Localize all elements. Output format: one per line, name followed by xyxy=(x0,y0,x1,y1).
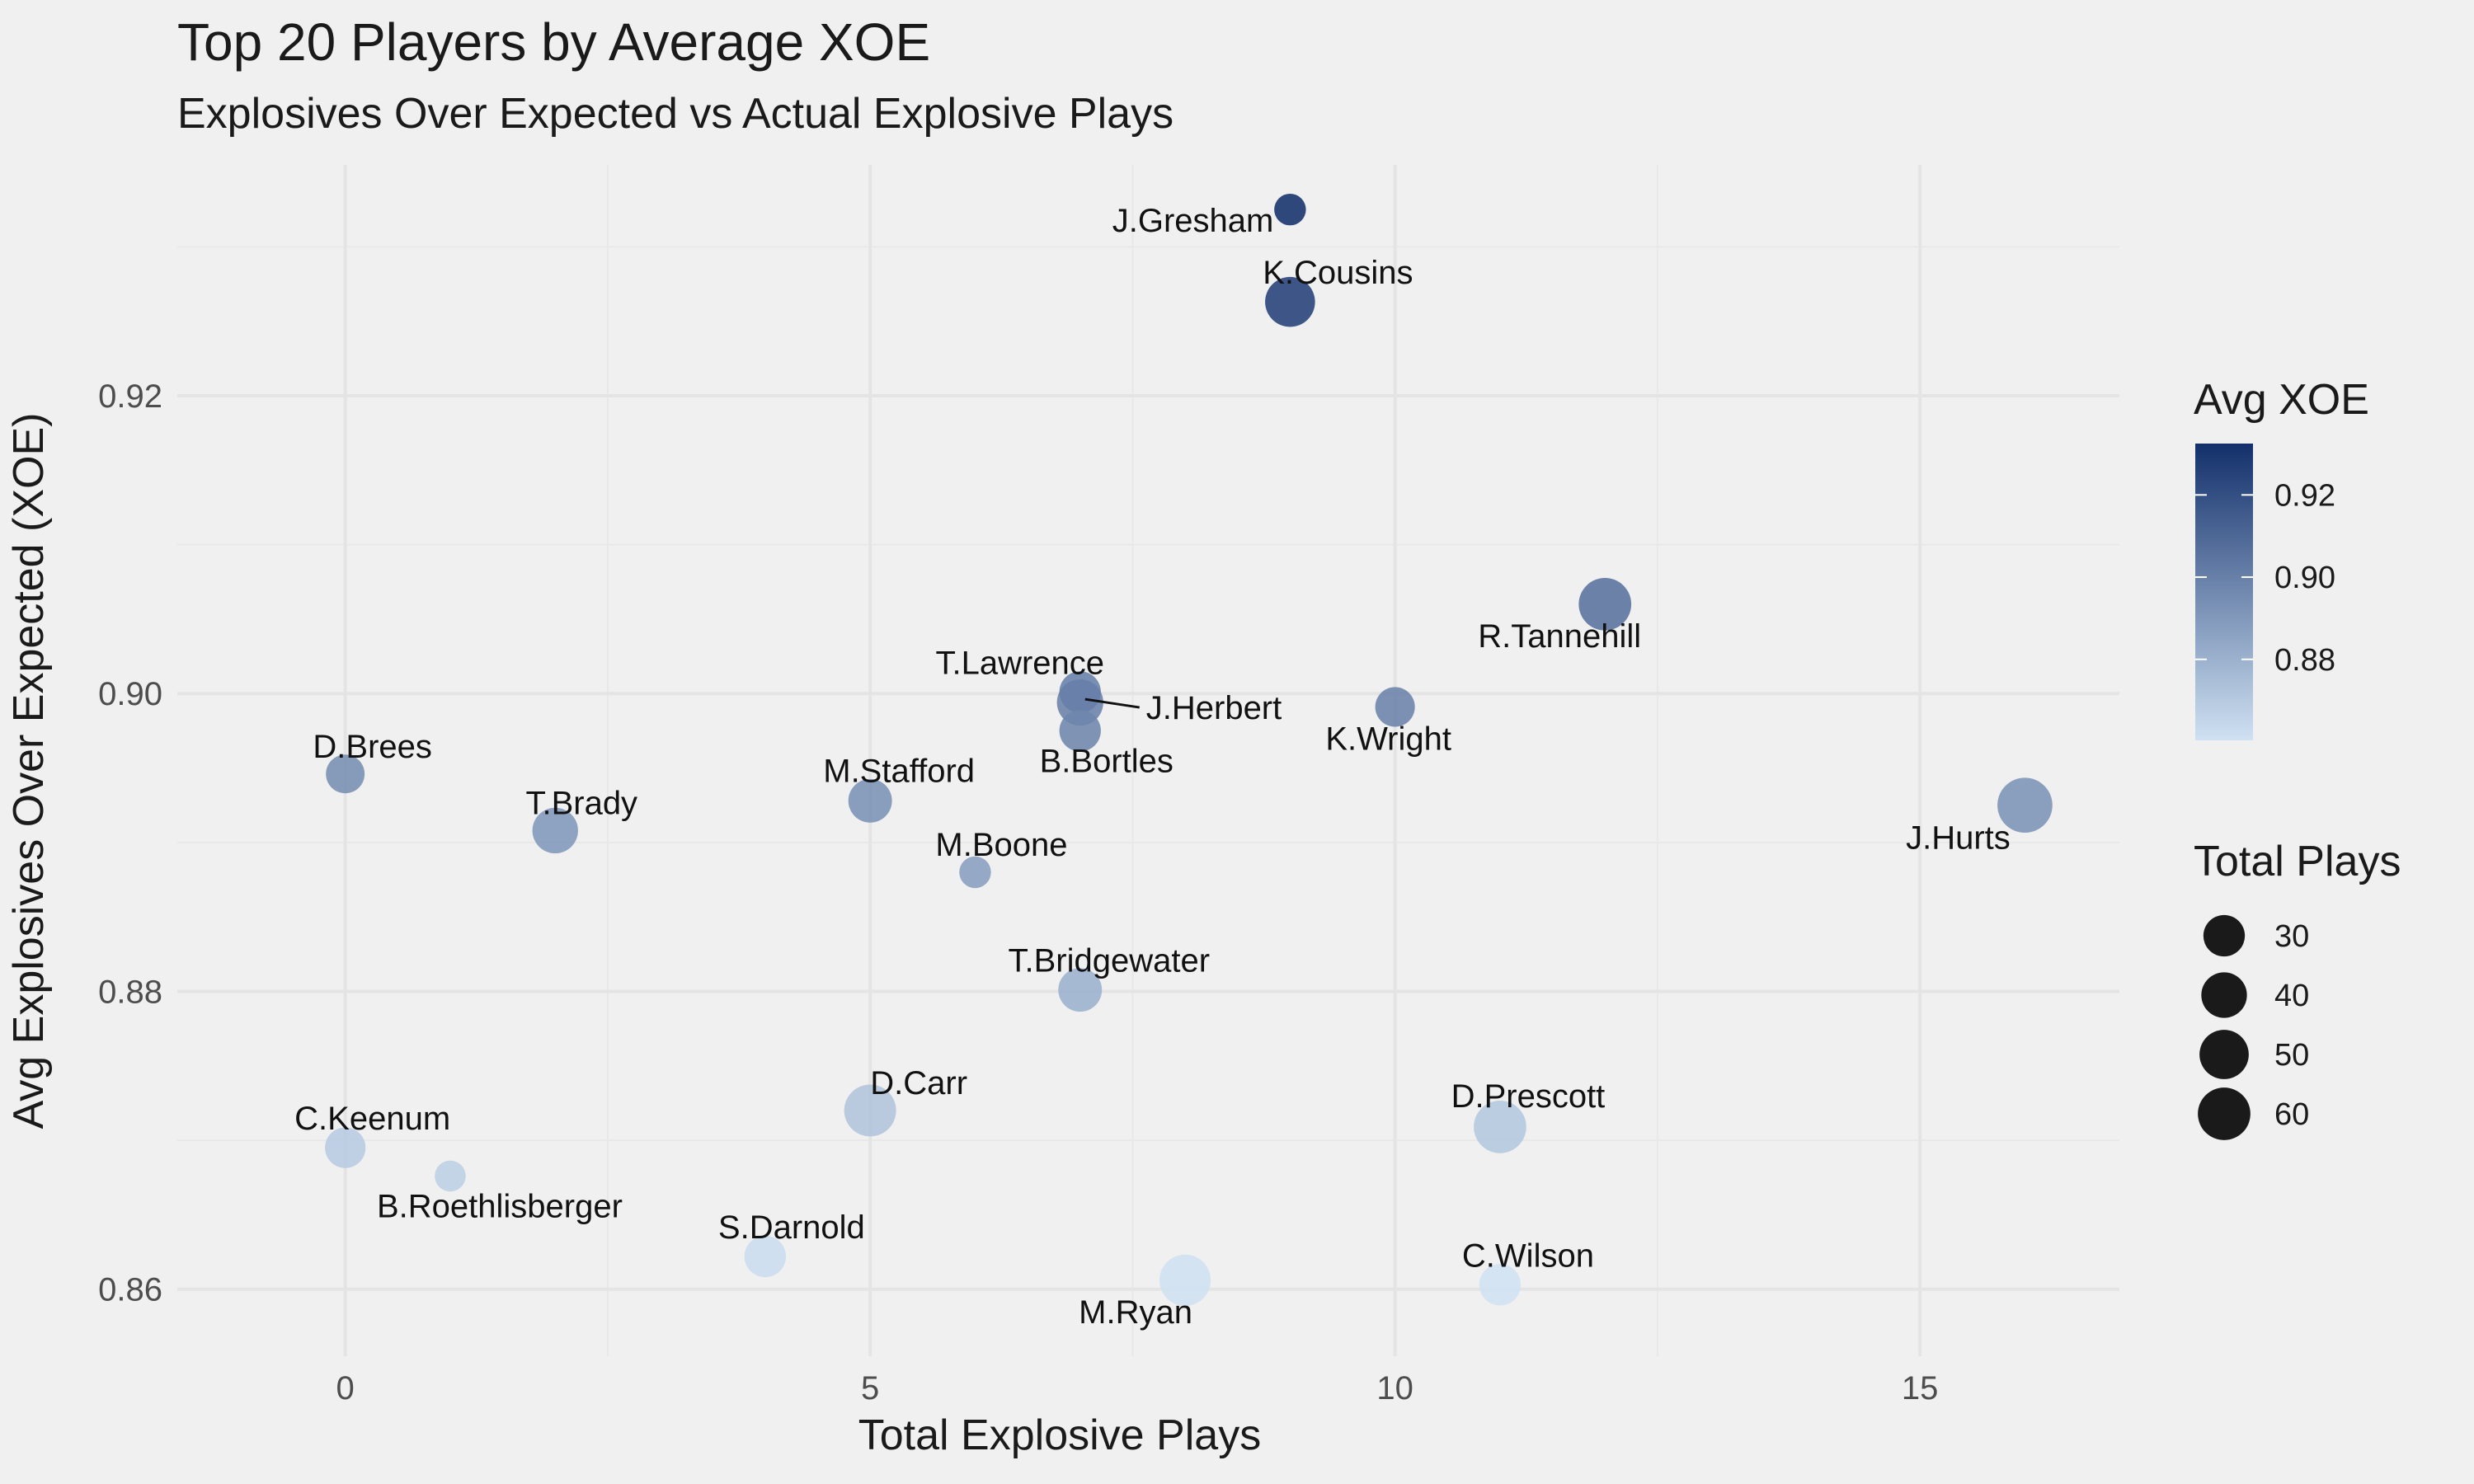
size-legend-key xyxy=(2198,1087,2251,1140)
y-tick-label: 0.86 xyxy=(98,1272,162,1308)
data-point xyxy=(435,1160,466,1192)
point-label: D.Carr xyxy=(870,1065,967,1101)
point-labels: J.Gresham K.Cousins R.Tannehill T.Lawrence J… xyxy=(294,203,2011,1331)
y-tick-label: 0.92 xyxy=(98,378,162,415)
data-point xyxy=(532,807,578,854)
point-label: D.Prescott xyxy=(1451,1078,1606,1115)
data-point xyxy=(1265,276,1315,327)
size-legend-label: 30 xyxy=(2274,919,2309,954)
point-label: T.Brady xyxy=(525,785,637,821)
point-label: B.Roethlisberger xyxy=(377,1188,623,1224)
chart-title: Top 20 Players by Average XOE xyxy=(177,12,931,72)
point-label: J.Hurts xyxy=(1906,820,2011,857)
data-point xyxy=(1375,687,1415,727)
data-point xyxy=(1997,777,2053,834)
color-bar xyxy=(2195,444,2253,740)
point-label: M.Boone xyxy=(935,827,1067,863)
point-label: T.Bridgewater xyxy=(1008,943,1210,979)
point-label: J.Gresham xyxy=(1112,203,1274,239)
size-legend-key xyxy=(2201,972,2247,1018)
point-label: T.Lawrence xyxy=(935,645,1104,681)
point-label: B.Bortles xyxy=(1040,743,1174,779)
x-tick-label: 10 xyxy=(1376,1370,1413,1407)
color-bar-tick-label: 0.92 xyxy=(2274,478,2335,513)
size-legend: Total Plays 30 40 50 60 xyxy=(2194,838,2401,1140)
color-legend-title: Avg XOE xyxy=(2194,376,2369,424)
x-tick-label: 0 xyxy=(336,1370,355,1407)
x-tick-label: 5 xyxy=(861,1370,879,1407)
data-point xyxy=(326,754,365,794)
point-label: R.Tannehill xyxy=(1478,618,1641,655)
data-point xyxy=(1159,1254,1211,1306)
color-legend: Avg XOE 0.88 0.90 0.92 xyxy=(2194,376,2369,740)
data-point xyxy=(1274,193,1306,226)
data-point xyxy=(1474,1100,1526,1153)
data-points xyxy=(325,193,2053,1306)
y-axis-title: Avg Explosives Over Expected (XOE) xyxy=(5,413,53,1129)
size-legend-title: Total Plays xyxy=(2194,838,2401,885)
data-point xyxy=(1058,968,1103,1012)
size-legend-key xyxy=(2199,1030,2249,1079)
data-point xyxy=(1578,577,1632,631)
point-label: M.Stafford xyxy=(823,753,975,789)
data-point xyxy=(1479,1264,1522,1306)
y-tick-label: 0.88 xyxy=(98,974,162,1010)
size-legend-key xyxy=(2203,914,2246,957)
y-tick-label: 0.90 xyxy=(98,676,162,712)
size-legend-label: 50 xyxy=(2274,1038,2309,1073)
point-label: K.Cousins xyxy=(1263,255,1413,291)
point-label: C.Wilson xyxy=(1462,1237,1594,1274)
data-point xyxy=(959,856,991,889)
x-tick-label: 15 xyxy=(1902,1370,1939,1407)
point-label: K.Wright xyxy=(1325,721,1451,757)
chart-subtitle: Explosives Over Expected vs Actual Explo… xyxy=(177,90,1174,138)
point-label: S.Darnold xyxy=(718,1209,865,1246)
data-point xyxy=(1059,671,1101,713)
point-label: M.Ryan xyxy=(1079,1294,1192,1331)
label-leader-line xyxy=(1084,697,1140,709)
color-bar-tick-label: 0.90 xyxy=(2274,561,2335,595)
x-axis-title: Total Explosive Plays xyxy=(858,1411,1261,1459)
data-point xyxy=(1059,710,1101,752)
point-label: D.Brees xyxy=(313,729,432,765)
point-label: C.Keenum xyxy=(294,1101,450,1137)
data-point xyxy=(844,1084,896,1137)
point-label: J.Herbert xyxy=(1146,690,1282,726)
size-legend-label: 40 xyxy=(2274,979,2309,1013)
data-point xyxy=(325,1127,366,1168)
data-point xyxy=(744,1235,787,1278)
data-point xyxy=(848,778,892,823)
color-bar-tick-label: 0.88 xyxy=(2274,643,2335,678)
axis-ticks: 0.86 0.88 0.90 0.92 0 5 10 15 xyxy=(98,378,1938,1407)
size-legend-label: 60 xyxy=(2274,1097,2309,1132)
